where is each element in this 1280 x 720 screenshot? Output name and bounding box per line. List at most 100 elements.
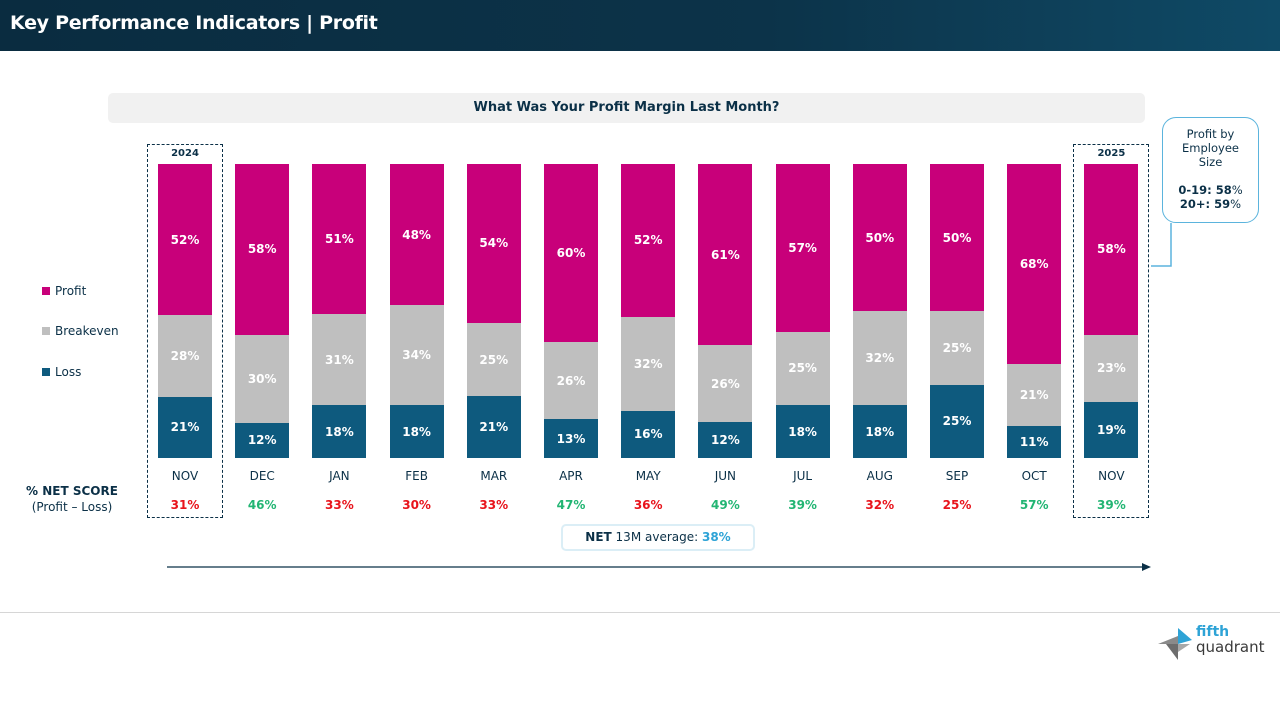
bar-loss-7: 12%	[698, 422, 753, 458]
data-label: 12%	[247, 433, 277, 448]
logo-text-2: quadrant	[1196, 638, 1265, 656]
bar-breakeven-7: 26%	[698, 345, 753, 423]
net-score-title: % NET SCORE	[26, 484, 118, 498]
bar-profit-11: 68%	[1007, 164, 1062, 364]
data-label: 18%	[402, 424, 431, 439]
legend-item-breakeven: Breakeven	[42, 324, 119, 338]
data-label: 57%	[788, 240, 817, 255]
legend-label: Breakeven	[55, 324, 119, 338]
net-score-value: 46%	[247, 498, 277, 512]
bar-profit-0: 52%	[158, 164, 212, 316]
data-label: 26%	[556, 373, 586, 388]
x-tick-label: AUG	[866, 469, 893, 483]
bar-breakeven-5: 26%	[544, 342, 598, 420]
bar-loss-6: 16%	[621, 410, 676, 458]
data-label: 21%	[1019, 387, 1049, 402]
x-tick-label: MAY	[635, 469, 661, 483]
x-tick-label: OCT	[1021, 469, 1047, 483]
bar-breakeven-11: 21%	[1007, 363, 1062, 426]
bar-breakeven-10: 25%	[930, 311, 984, 385]
net-score-value: 33%	[479, 498, 509, 512]
avg-prefix: NET	[585, 530, 612, 544]
data-label: 11%	[1019, 434, 1049, 449]
x-tick-label: SEP	[945, 469, 969, 483]
callout-line-1: 0-19: 58%	[1178, 183, 1243, 197]
bar-profit-9: 50%	[852, 164, 907, 311]
page-title: Key Performance Indicators | Profit	[10, 12, 378, 34]
bar-profit-8: 57%	[775, 164, 830, 332]
bar-profit-3: 48%	[389, 164, 444, 306]
bar-loss-10: 25%	[930, 384, 984, 458]
data-label: 26%	[711, 376, 740, 391]
legend-label: Loss	[55, 365, 82, 379]
net-score-value: 49%	[711, 498, 740, 512]
bar-profit-4: 54%	[466, 164, 521, 323]
bar-profit-12: 58%	[1084, 164, 1139, 335]
x-tick-label: JUL	[793, 469, 813, 483]
bar-profit-6: 52%	[621, 164, 676, 317]
callout-line-2: 20+: 59%	[1179, 197, 1242, 211]
footer-divider	[0, 612, 1280, 613]
callout-title: Profit by Employee Size	[1182, 127, 1239, 169]
data-label: 21%	[170, 420, 200, 435]
bar-profit-10: 50%	[930, 164, 984, 311]
x-tick-label: JAN	[329, 469, 350, 483]
bar-loss-3: 18%	[389, 405, 444, 458]
data-label: 23%	[1097, 361, 1126, 376]
bar-loss-12: 19%	[1084, 402, 1139, 458]
x-tick-label: DEC	[249, 469, 275, 483]
x-tick-label: NOV	[171, 469, 199, 483]
data-label: 52%	[170, 232, 200, 247]
legend-label: Profit	[55, 284, 87, 298]
net-score-sublabel: (Profit – Loss)	[31, 500, 113, 514]
bar-loss-11: 11%	[1007, 425, 1062, 458]
data-label: 60%	[556, 246, 586, 261]
data-label: 18%	[788, 424, 817, 439]
data-label: 52%	[633, 233, 663, 248]
employee-size-callout: Profit by Employee Size 0-19: 58% 20+: 5…	[1162, 117, 1259, 223]
logo-mark-icon	[1158, 628, 1192, 660]
year-box-2024	[147, 144, 223, 518]
bar-loss-8: 18%	[775, 405, 830, 458]
bar-loss-9: 18%	[852, 405, 907, 458]
data-label: 16%	[633, 427, 663, 442]
data-label: 61%	[711, 247, 740, 262]
bar-loss-2: 18%	[312, 405, 367, 458]
data-label: 68%	[1019, 256, 1049, 271]
data-label: 28%	[170, 349, 200, 364]
chart-title: What Was Your Profit Margin Last Month?	[108, 93, 1145, 123]
bar-breakeven-3: 34%	[389, 305, 444, 406]
bar-profit-5: 60%	[544, 164, 598, 343]
bar-breakeven-9: 32%	[852, 311, 907, 406]
legend-swatch	[42, 368, 50, 376]
year-label: 2025	[1097, 148, 1126, 159]
data-label: 34%	[402, 348, 431, 363]
avg-value: 38%	[701, 530, 731, 544]
bar-breakeven-1: 30%	[235, 334, 290, 423]
data-label: 30%	[247, 371, 277, 386]
bar-breakeven-6: 32%	[621, 316, 676, 411]
data-label: 32%	[865, 351, 895, 366]
data-label: 50%	[942, 230, 972, 245]
net-score-value: 39%	[788, 498, 817, 512]
bar-breakeven-4: 25%	[466, 322, 521, 397]
net-score-value: 57%	[1019, 498, 1049, 512]
data-label: 21%	[479, 420, 509, 435]
data-label: 54%	[479, 236, 509, 251]
x-tick-label: MAR	[480, 469, 508, 483]
data-label: 50%	[865, 230, 895, 245]
bar-loss-4: 21%	[466, 396, 521, 458]
header-bar: Key Performance Indicators | Profit	[0, 0, 1280, 51]
bar-loss-5: 13%	[544, 419, 598, 458]
x-tick-label: FEB	[405, 469, 428, 483]
bar-loss-1: 12%	[235, 422, 290, 458]
net-score-value: 30%	[402, 498, 431, 512]
year-label: 2024	[171, 148, 199, 159]
bar-loss-0: 21%	[158, 396, 212, 458]
bar-profit-2: 51%	[312, 164, 367, 314]
fifth-quadrant-logo: fifth quadrant	[1158, 625, 1268, 662]
callout-connector	[1151, 223, 1172, 267]
data-label: 32%	[633, 356, 663, 371]
data-label: 18%	[865, 424, 895, 439]
data-label: 25%	[788, 361, 817, 376]
